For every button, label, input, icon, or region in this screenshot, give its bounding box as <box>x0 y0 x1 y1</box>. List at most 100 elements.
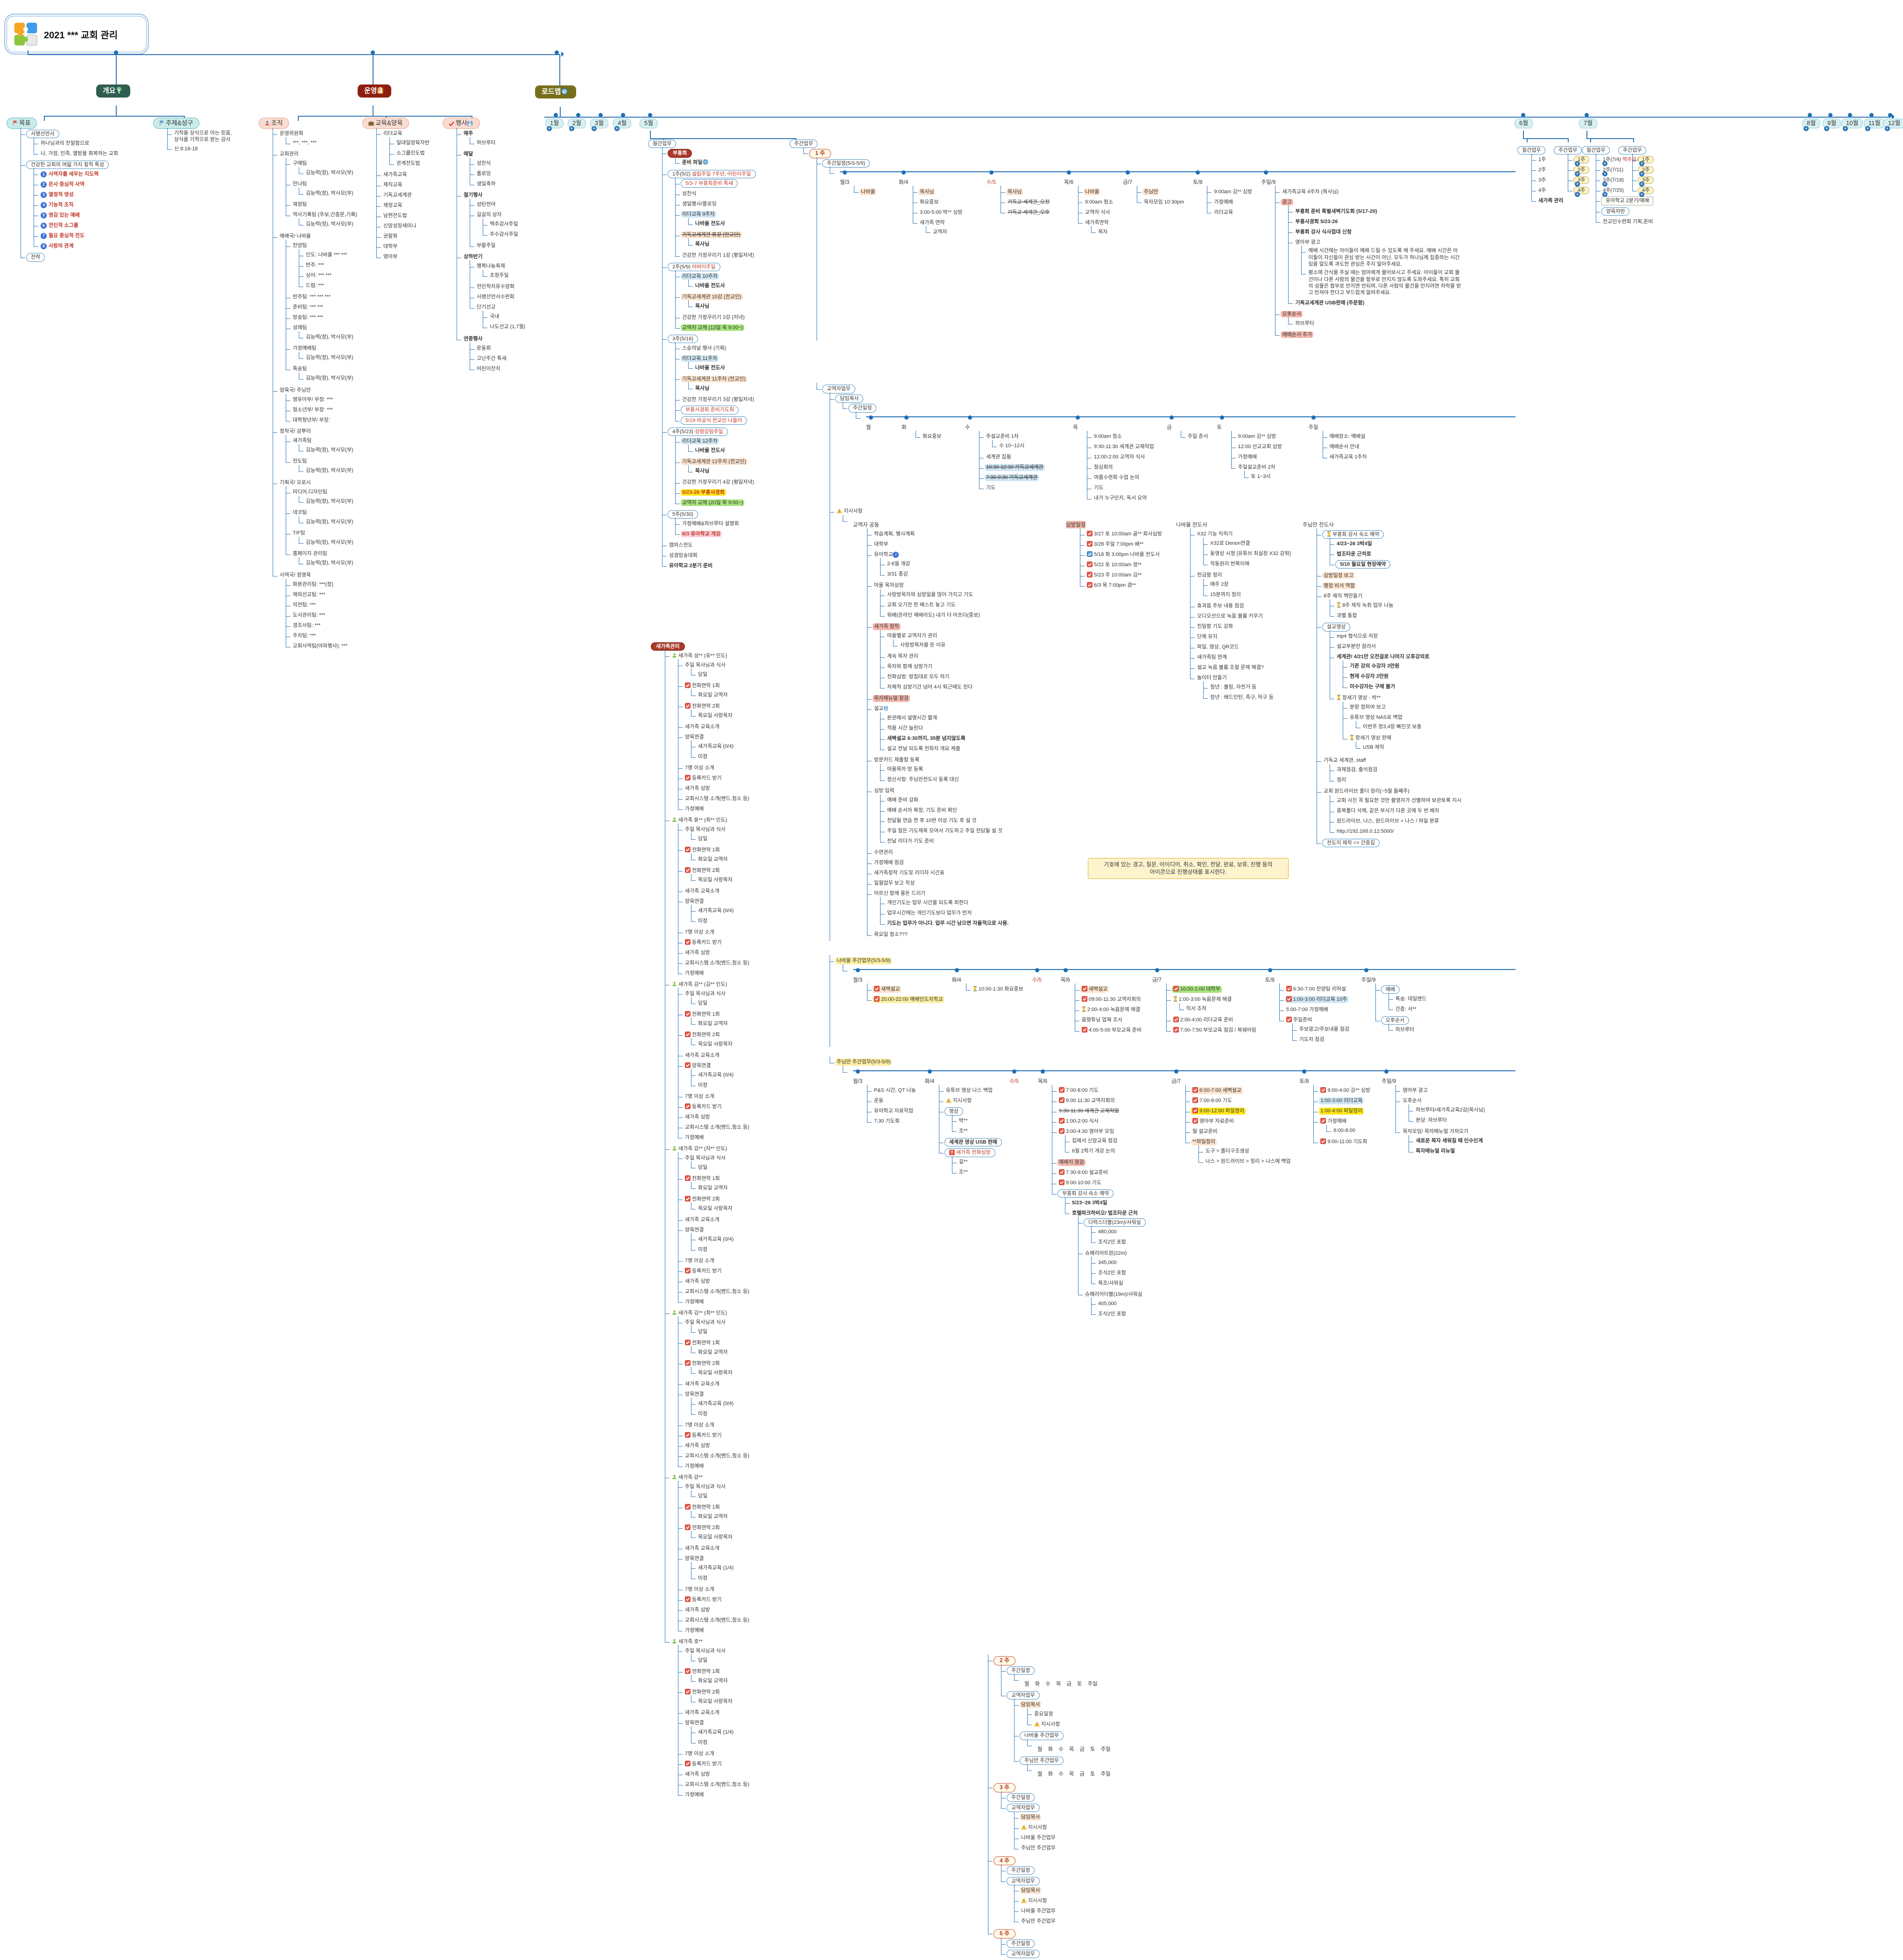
node[interactable]: 새가족교육 (0/4) <box>698 744 734 749</box>
day-label[interactable]: 화/4 <box>899 180 909 186</box>
node[interactable]: 조직 <box>259 118 289 129</box>
node[interactable]: 플로잉 <box>477 171 491 177</box>
node[interactable]: 건강한 가정꾸리기 4강 (평일저녁) <box>682 479 754 485</box>
node[interactable]: 목표 <box>7 118 37 129</box>
node[interactable]: 마을목자 방 등록 <box>887 766 923 773</box>
node[interactable]: 405,000 <box>1098 1301 1117 1307</box>
node[interactable]: 예배국/ 나바울 <box>280 233 311 239</box>
node[interactable]: 가정예배 <box>685 1135 704 1140</box>
node[interactable]: http://192.168.0.12:5000/ <box>1337 829 1394 835</box>
node[interactable]: 하브루타 <box>1395 1027 1415 1033</box>
node[interactable]: 나바울 주간업무(5/3-5/9) <box>835 957 892 964</box>
node[interactable]: 유아학교 2분기 준비 <box>669 562 713 569</box>
node[interactable]: 호텔파크하비오/ 법조타운 근처 <box>1072 1210 1138 1216</box>
node[interactable]: 김능력(정), 박사모(부) <box>306 334 353 340</box>
node[interactable]: 상하반기 <box>464 254 483 260</box>
node[interactable]: 7:00-7:50 부모교육 점검 / 북쉐어링 <box>1172 1027 1258 1033</box>
node[interactable]: 6월 2학기 개강 논의 <box>1072 1148 1115 1154</box>
node[interactable]: 전화연락 2회 <box>684 1032 721 1038</box>
expand-icon[interactable]: + <box>1885 126 1890 131</box>
node[interactable]: 새가족 교육소개 <box>685 1381 719 1387</box>
node[interactable]: 1:00-3:00 리더교육 10주 <box>1284 996 1349 1003</box>
node[interactable]: 교회사역팀(야외행사): *** <box>293 643 348 649</box>
node[interactable]: 사명선언서 <box>26 129 59 138</box>
node[interactable]: 새가족 호** <box>670 1638 704 1645</box>
node[interactable]: 추수감사주일 <box>490 232 518 238</box>
expand-icon[interactable]: + <box>1639 182 1644 187</box>
node[interactable]: 새로운 목자 세워질 때 인수인계 <box>1416 1138 1483 1144</box>
node[interactable]: 새가족정착 기도및 리더자 시간표 <box>874 870 944 876</box>
day-label[interactable]: 주님만 전도사 <box>1303 522 1334 528</box>
node[interactable]: 7명 이상 소개 <box>685 929 714 935</box>
node[interactable]: 매주 <box>464 131 473 137</box>
node[interactable]: **파일정리 <box>1191 1138 1217 1145</box>
node[interactable]: 믹서 조작 <box>1186 1006 1207 1012</box>
node[interactable]: 담임목사 <box>1020 1814 1042 1821</box>
node[interactable]: 수면관리 <box>874 850 893 856</box>
node[interactable]: 화요일 교역자 <box>698 692 728 698</box>
node[interactable]: 설교영상 <box>1322 623 1351 632</box>
node[interactable]: 전화연락 1회 <box>684 1011 721 1018</box>
node[interactable]: 작동원리 반복이해 <box>1210 561 1250 567</box>
node[interactable]: 법조타운 근처로 <box>1337 551 1371 557</box>
node[interactable]: 주일준비 <box>1285 1017 1313 1023</box>
node[interactable]: 주일 힘든 기도제목 모여서 기도하고 주일 전담될 설 것 <box>887 828 1003 834</box>
day-label[interactable]: 목 <box>1069 1746 1074 1752</box>
node[interactable]: 3주 + <box>1573 176 1590 187</box>
node[interactable]: 8주 제직 녹취 업무 나눔 <box>1335 602 1395 609</box>
node[interactable]: 5/23-26 부흥사경회 <box>681 489 726 496</box>
day-label[interactable]: 주일 <box>1100 1771 1111 1777</box>
node[interactable]: 미정 <box>698 1247 708 1252</box>
node[interactable]: 주님만 주간업무 <box>1021 1918 1056 1924</box>
node[interactable]: 건강한 가정꾸리기 1강 (평일저녁) <box>682 253 754 259</box>
node[interactable]: 분량 정하여 보고 <box>1350 704 1386 710</box>
node[interactable]: 전달될 연습 한 후 10번 이상 기도 후 설 것 <box>887 818 977 824</box>
node[interactable]: 기독교세계관 11주차 (전교인) <box>681 375 747 383</box>
node[interactable]: 4 기능적 조직 <box>39 202 75 208</box>
node[interactable]: 3:00-5:00 박** 심방 <box>920 209 963 215</box>
node[interactable]: 예배순서 안내 <box>1329 444 1360 450</box>
expand-icon[interactable]: + <box>1602 192 1607 197</box>
node[interactable]: 20:00-22:00 예배인도자학교 <box>873 996 944 1003</box>
node[interactable]: 양육국/ 주님만 <box>280 387 311 393</box>
node[interactable]: 가정예배 <box>1319 1118 1347 1124</box>
node[interactable]: 건강한 가정꾸리기 3강 (평일저녁) <box>682 396 754 402</box>
node[interactable]: 목요일 사랑목자 <box>698 1206 733 1211</box>
node[interactable]: 기도 <box>1094 485 1104 491</box>
node[interactable]: 데코팀 <box>293 510 307 516</box>
node[interactable]: 3/31 종강 <box>887 571 908 577</box>
node[interactable]: 리더교육 9주차 <box>681 211 716 218</box>
node[interactable]: 김능력(정), 박사모(부) <box>306 468 353 474</box>
node[interactable]: 전화심방: 방침대로 모두 하기 <box>887 674 950 680</box>
node[interactable]: 나, 가정, 민족, 열방을 회복하는 교회 <box>41 150 119 156</box>
expand-icon[interactable]: + <box>614 126 620 131</box>
node[interactable]: 9:00-10:00 기도 <box>1057 1180 1103 1186</box>
node[interactable]: 설교부분만 잘라서 <box>1337 644 1376 650</box>
node[interactable]: 간증: 서** <box>1395 1006 1417 1012</box>
node[interactable]: 등록카드 받기 <box>684 1103 723 1110</box>
node[interactable]: 6월 <box>1515 119 1533 128</box>
node[interactable]: 가정예배 <box>685 1463 704 1469</box>
node[interactable]: 슈페리어더블(19m)/샤워실 <box>1085 1292 1142 1298</box>
node[interactable]: 새가족 교육소개 <box>685 1710 719 1715</box>
node[interactable]: 본당: 하브루타 <box>1416 1117 1447 1124</box>
node[interactable]: 리더교육 12주차 <box>681 438 719 445</box>
node[interactable]: 화요중보 <box>923 434 942 440</box>
node[interactable]: 사랑방목자를 둔 이유 <box>900 642 946 648</box>
node[interactable]: 9:00am 김** 심방 <box>1238 434 1276 440</box>
day-label[interactable]: 월 <box>866 424 871 430</box>
node[interactable]: 3/27 토 10:00am 골** 회사심방 <box>1085 531 1163 537</box>
node[interactable]: 7명 이상 소개 <box>685 1258 714 1264</box>
day-label[interactable]: 나바울 전도사 <box>1176 522 1207 528</box>
expand-icon[interactable]: + <box>1804 126 1809 131</box>
node[interactable]: 준비팀: *** *** <box>293 304 324 310</box>
node[interactable]: 새가족 심방 <box>685 1443 710 1448</box>
node[interactable]: 나바울 <box>1084 188 1101 196</box>
node[interactable]: 목요일 청소??? <box>874 932 908 938</box>
node[interactable]: 5월 <box>640 119 658 128</box>
node[interactable]: 화요일 교역자 <box>698 1021 728 1026</box>
day-label[interactable]: 수 <box>965 424 970 430</box>
node[interactable]: 김능력(정), 박사모(부) <box>306 375 353 381</box>
node[interactable]: 새가족 교육소개 <box>685 1546 719 1551</box>
node[interactable]: 김능력(정), 박사모(부) <box>306 447 353 453</box>
